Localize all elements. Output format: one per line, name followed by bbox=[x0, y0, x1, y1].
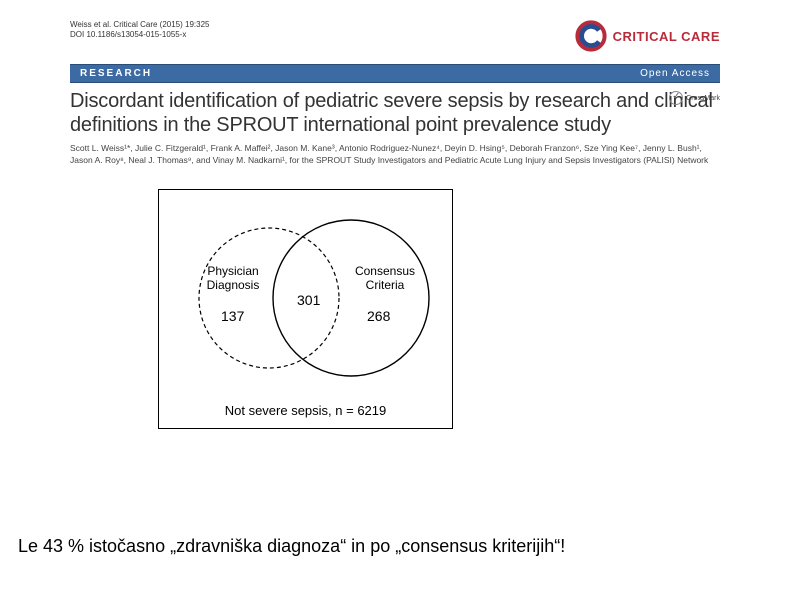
crossmark-badge: CrossMark bbox=[669, 91, 720, 105]
journal-name: CRITICAL CARE bbox=[613, 29, 720, 44]
banner-section: RESEARCH bbox=[80, 68, 152, 79]
banner-access: Open Access bbox=[640, 68, 710, 79]
venn-left-label-2: Diagnosis bbox=[201, 278, 265, 292]
venn-diagram: Physician Diagnosis 137 301 Consensus Cr… bbox=[158, 189, 453, 429]
venn-overlap-value: 301 bbox=[297, 292, 320, 308]
venn-left-label: Physician Diagnosis bbox=[201, 264, 265, 293]
venn-left-label-1: Physician bbox=[201, 264, 265, 278]
crossmark-icon bbox=[669, 91, 683, 105]
paper-title: Discordant identification of pediatric s… bbox=[70, 89, 720, 137]
section-banner: RESEARCH Open Access bbox=[70, 64, 720, 83]
venn-right-value: 268 bbox=[367, 308, 390, 324]
citation-line2: DOI 10.1186/s13054-015-1055-x bbox=[70, 30, 209, 40]
venn-right-label-2: Criteria bbox=[349, 278, 421, 292]
venn-right-label-1: Consensus bbox=[349, 264, 421, 278]
venn-footer: Not severe sepsis, n = 6219 bbox=[159, 403, 452, 418]
journal-logo-icon bbox=[575, 20, 607, 52]
journal-logo: CRITICAL CARE bbox=[575, 20, 720, 52]
venn-svg bbox=[159, 190, 454, 430]
crossmark-label: CrossMark bbox=[686, 95, 720, 102]
venn-left-value: 137 bbox=[221, 308, 244, 324]
slide-caption: Le 43 % istočasno „zdravniška diagnoza“ … bbox=[18, 536, 565, 557]
authors-list: Scott L. Weiss¹*, Julie C. Fitzgerald¹, … bbox=[70, 143, 720, 167]
venn-right-label: Consensus Criteria bbox=[349, 264, 421, 293]
title-block: CrossMark Discordant identification of p… bbox=[70, 89, 720, 167]
citation: Weiss et al. Critical Care (2015) 19:325… bbox=[70, 20, 209, 41]
citation-line1: Weiss et al. Critical Care (2015) 19:325 bbox=[70, 20, 209, 30]
header-row: Weiss et al. Critical Care (2015) 19:325… bbox=[70, 20, 720, 60]
